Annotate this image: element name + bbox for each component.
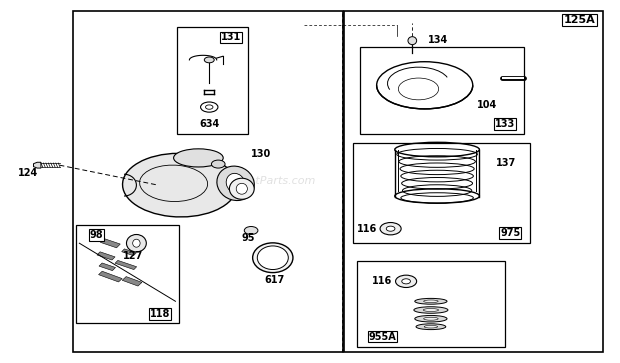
Text: 133: 133 [495,119,515,129]
Ellipse shape [416,324,446,330]
Polygon shape [100,238,120,248]
Polygon shape [99,263,115,271]
Ellipse shape [424,325,438,328]
Text: 634: 634 [199,119,219,129]
Ellipse shape [229,178,254,199]
Polygon shape [115,260,136,270]
Ellipse shape [123,153,237,217]
Text: 98: 98 [89,230,103,240]
Polygon shape [33,162,41,168]
Text: 95: 95 [241,233,255,243]
Ellipse shape [415,315,447,322]
Bar [76,225,179,323]
Bar [73,11,343,352]
Text: eReplacementParts.com: eReplacementParts.com [180,176,316,187]
Text: 127: 127 [123,251,143,261]
Bar [353,143,530,243]
Ellipse shape [423,300,438,303]
Text: 118: 118 [150,309,170,319]
Ellipse shape [133,239,140,247]
Circle shape [204,57,215,63]
Bar [356,261,505,347]
Text: 116: 116 [356,224,377,234]
Ellipse shape [415,298,447,304]
Circle shape [244,227,258,234]
Text: 975: 975 [500,228,520,238]
Text: 137: 137 [497,158,516,168]
Circle shape [386,226,395,231]
Ellipse shape [414,307,448,313]
Polygon shape [99,271,122,282]
Ellipse shape [423,309,438,311]
Polygon shape [97,252,115,260]
Ellipse shape [253,243,293,273]
Ellipse shape [217,166,254,200]
Text: 955A: 955A [369,331,396,342]
Text: 131: 131 [221,32,241,42]
Bar [360,47,524,134]
Text: 134: 134 [428,35,448,45]
Text: 617: 617 [264,275,284,285]
Circle shape [396,275,417,287]
Ellipse shape [226,174,245,193]
Ellipse shape [236,183,247,194]
Text: 116: 116 [372,276,392,286]
Text: 130: 130 [251,149,272,159]
Ellipse shape [174,149,223,167]
Ellipse shape [211,160,225,168]
Bar [177,27,248,134]
Text: 125A: 125A [564,15,596,25]
Bar [344,11,603,352]
Polygon shape [122,277,142,286]
Text: 104: 104 [477,99,497,110]
Ellipse shape [126,234,146,252]
Ellipse shape [408,37,417,45]
Polygon shape [122,249,136,256]
Ellipse shape [257,246,288,269]
Ellipse shape [423,317,438,320]
Text: 124: 124 [19,168,38,178]
Circle shape [402,279,410,284]
Circle shape [380,223,401,235]
